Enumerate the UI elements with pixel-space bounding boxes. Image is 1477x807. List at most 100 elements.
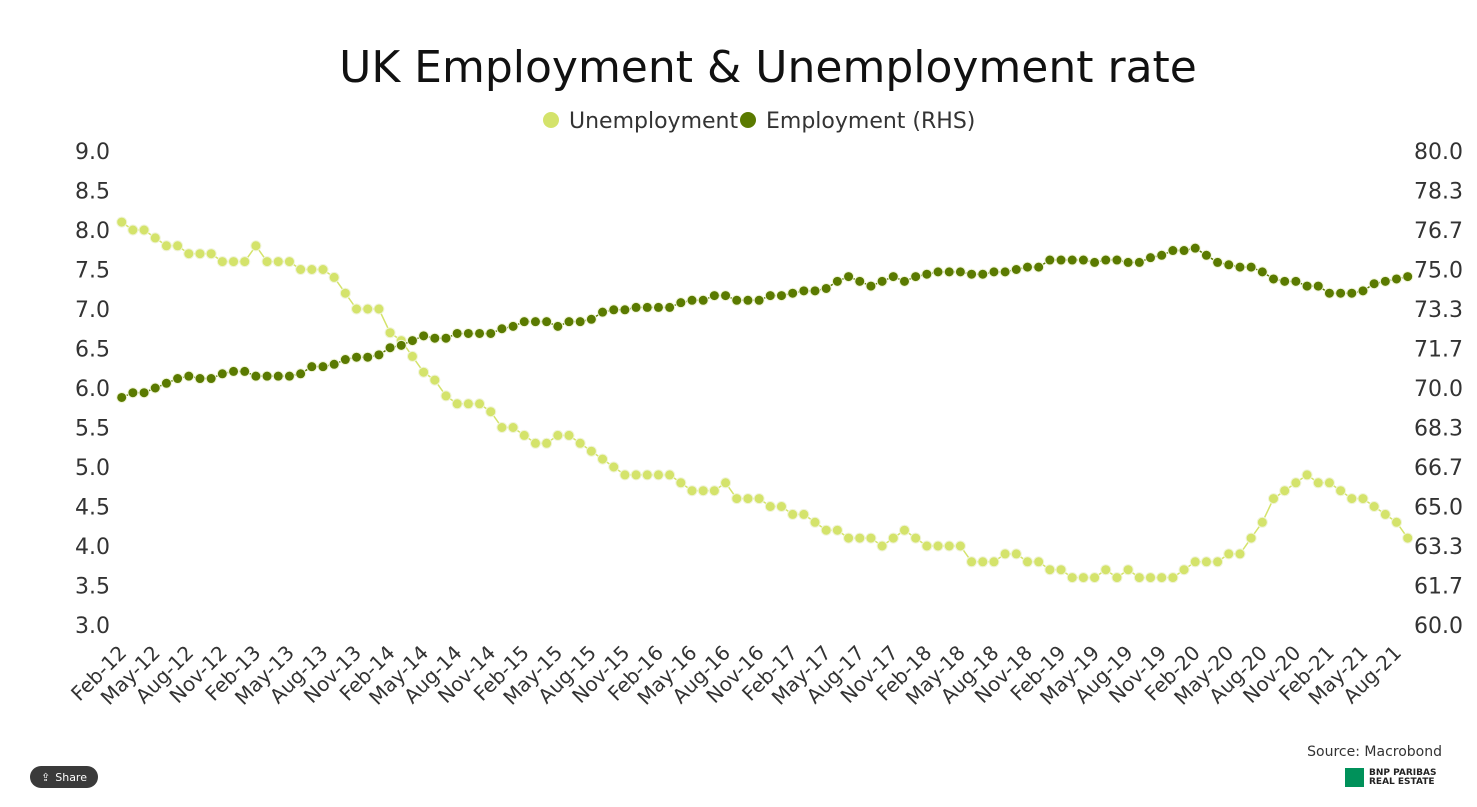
data-point [597,453,609,465]
data-point [1167,572,1179,584]
data-point [1402,271,1414,283]
data-point [261,370,273,382]
data-point [898,524,910,536]
data-point [697,294,709,306]
data-point [149,382,161,394]
data-point [429,374,441,386]
data-point [1033,261,1045,273]
data-point [787,287,799,299]
data-point [1268,273,1280,285]
data-point [1279,485,1291,497]
data-point [194,248,206,260]
series-unemployment [116,216,1414,584]
data-point [708,485,720,497]
data-point [1010,548,1022,560]
legend-marker-employment [740,112,756,128]
data-point [1156,572,1168,584]
data-point [563,316,575,328]
data-point [619,469,631,481]
data-point [1100,254,1112,266]
data-point [127,387,139,399]
data-point [474,327,486,339]
data-point [1323,477,1335,489]
data-point [1312,477,1324,489]
data-point [418,330,430,342]
data-point [306,264,318,275]
data-point [865,280,877,292]
data-point [988,266,1000,278]
data-point [160,240,172,252]
data-point [686,294,698,306]
chart-title: UK Employment & Unemployment rate [339,42,1197,93]
data-point [1357,285,1369,297]
data-point [1122,256,1134,268]
data-point [1279,275,1291,287]
data-point [775,501,787,512]
data-point [809,516,821,528]
data-point [843,271,855,283]
y-right-tick-label: 76.7 [1414,219,1463,244]
data-point [172,240,184,252]
data-point [1066,254,1078,266]
data-point [351,303,363,315]
y-left-tick-label: 9.0 [75,140,110,165]
data-point [205,373,217,385]
data-point [977,268,989,280]
y-right-tick-label: 71.7 [1414,338,1463,363]
data-point [943,266,955,278]
legend-marker-unemployment [543,112,559,128]
share-button[interactable]: ⇪ Share [30,766,98,788]
data-point [183,370,195,382]
data-point [440,390,452,402]
data-point [753,294,765,306]
source-note: Source: Macrobond [1307,744,1442,760]
data-point [686,485,698,497]
data-point [1077,572,1089,584]
data-point [1301,469,1313,481]
data-point [529,316,541,328]
legend: Unemployment Employment (RHS) [543,109,975,134]
data-point [585,313,597,325]
data-point [1044,254,1056,266]
data-point [496,323,508,335]
data-point [787,508,799,520]
data-point [1178,564,1190,576]
data-point [339,354,351,366]
data-point [652,301,664,313]
data-point [954,266,966,278]
share-label: Share [55,770,87,784]
data-point [641,469,653,481]
y-left-tick-label: 7.0 [75,298,110,323]
data-point [116,216,128,228]
data-point [216,256,228,268]
data-point [1223,259,1235,271]
y-left-tick-label: 3.5 [75,575,110,600]
data-point [485,406,497,418]
data-point [1234,261,1246,273]
data-point [932,266,944,278]
data-point [451,398,463,410]
data-point [742,493,754,505]
data-point [216,368,228,380]
data-point [1391,273,1403,285]
data-point [116,391,128,403]
logo-line2: REAL ESTATE [1369,776,1435,787]
data-point [194,373,206,385]
logo-mark-icon [1345,768,1364,787]
data-point [283,256,295,268]
data-point [854,532,866,544]
data-point [1379,275,1391,287]
data-point [1055,564,1067,576]
data-point [239,256,251,268]
data-point [1379,508,1391,520]
data-point [1402,532,1414,544]
legend-item-unemployment[interactable]: Unemployment [543,109,738,134]
legend-item-employment[interactable]: Employment (RHS) [740,109,975,134]
data-point [1189,242,1201,254]
data-point [507,422,519,433]
y-left-tick-label: 6.0 [75,377,110,402]
data-point [373,303,385,315]
data-point [1010,264,1022,275]
y-right-tick-label: 65.0 [1414,496,1463,521]
